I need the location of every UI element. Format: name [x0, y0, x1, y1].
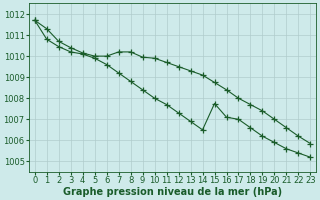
X-axis label: Graphe pression niveau de la mer (hPa): Graphe pression niveau de la mer (hPa) — [63, 187, 282, 197]
